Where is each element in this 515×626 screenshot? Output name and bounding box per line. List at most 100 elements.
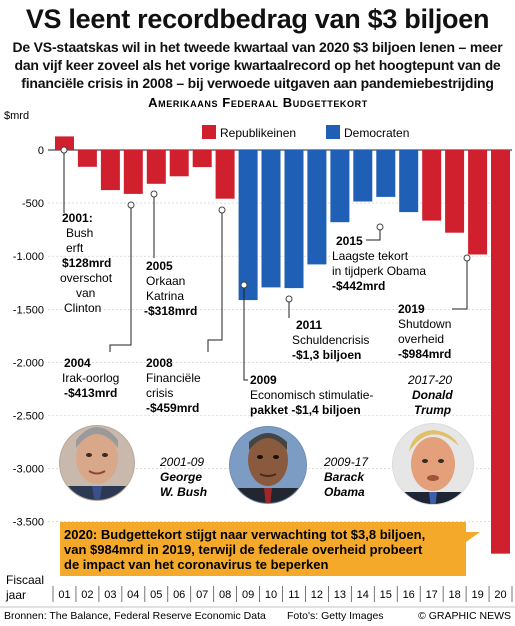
y-tick-label: -2.500 [13,411,44,423]
bar-14 [353,150,373,202]
bar-08 [215,150,235,199]
x-tick-label: 15 [380,589,392,601]
svg-text:Obama: Obama [324,485,365,499]
president-obama-label: 2009-17 Barack Obama [323,455,369,499]
svg-text:2011: 2011 [296,318,322,332]
footer-photos: Foto's: Getty Images [287,610,384,622]
bar-03 [100,150,120,191]
trump-portrait [392,423,474,505]
svg-text:de impact van het coronavirus: de impact van het coronavirus te beperke… [64,557,328,572]
annotation-2011: 2011 Schuldencrisis -$1,3 biljoen [292,318,369,362]
svg-text:2001-09: 2001-09 [159,455,204,469]
annotation-2005: 2005 Orkaan Katrina -$318mrd [144,259,197,318]
svg-text:Schuldencrisis: Schuldencrisis [292,333,369,347]
svg-text:2020: Budgettekort stijgt naar: 2020: Budgettekort stijgt naar verwachti… [64,527,425,542]
x-axis-label-line1: Fiscaal [6,573,44,587]
bar-10 [261,150,281,288]
x-tick-label: 09 [242,589,254,601]
annotation-2004: 2004 Irak-oorlog -$413mrd [62,356,119,400]
svg-text:Clinton: Clinton [64,301,101,315]
annotation-2001: 2001: Bush erft $128mrd overschot van Cl… [60,211,113,315]
x-tick-label: 11 [288,589,299,601]
x-tick-label: 04 [127,589,139,601]
y-tick-label: -2.000 [13,357,44,369]
president-bush-label: 2001-09 George W. Bush [159,455,207,499]
bar-06 [169,150,189,177]
leader-dot-2008 [218,206,226,214]
x-tick-label: 02 [81,589,93,601]
svg-text:Orkaan: Orkaan [146,274,185,288]
x-axis-ticks: 01 02 03 04 05 06 07 08 09 10 11 12 13 14 15 16 17 18 19 20 [52,586,513,602]
x-tick-label: 06 [173,589,185,601]
legend: Republikeinen Democraten [202,125,409,140]
bar-09 [238,150,258,301]
svg-text:2004: 2004 [64,356,91,370]
y-axis-ticks: 0 -500 -1.000 -1.500 -2.000 -2.500 -3.000 -3.50… [13,145,44,529]
bar-12 [307,150,327,265]
svg-text:2017-20: 2017-20 [407,373,452,387]
x-tick-label: 17 [426,589,438,601]
svg-text:2019: 2019 [398,302,425,316]
svg-text:$128mrd: $128mrd [62,256,111,270]
svg-text:pakket -$1,4 biljoen: pakket -$1,4 biljoen [250,403,361,417]
leader-dot-2015 [376,223,384,231]
annotation-2015: 2015 Laagste tekort in tijdperk Obama -$… [332,234,426,293]
x-tick-label: 16 [403,589,415,601]
annotation-leaders [60,146,471,381]
svg-text:2009: 2009 [250,373,277,387]
svg-text:2015: 2015 [336,234,363,248]
svg-text:overschot: overschot [60,271,113,285]
bar-20-front [491,150,510,554]
svg-text:Economisch stimulatie-: Economisch stimulatie- [250,388,373,402]
bar-01 [55,136,74,150]
bar-17 [422,150,442,221]
svg-text:erft: erft [66,241,84,255]
x-tick-label: 13 [334,589,346,601]
leader-line-2015 [366,230,381,241]
x-tick-label: 08 [219,589,231,601]
svg-text:2001:: 2001: [62,211,93,225]
y-tick-label: -3.000 [13,464,44,476]
x-axis-label-line2: jaar [5,588,26,602]
bar-19 [468,150,488,255]
page-subtitle: De VS-staatskas wil in het tweede kwarta… [12,39,503,91]
svg-text:-$318mrd: -$318mrd [144,304,197,318]
svg-text:-$1,3 biljoen: -$1,3 biljoen [292,348,361,362]
y-axis-unit-label: $mrd [4,110,29,122]
bar-18 [445,150,465,233]
legend-label-republicans: Republikeinen [220,126,296,140]
bush-portrait [59,425,135,501]
svg-text:2008: 2008 [146,356,173,370]
leader-line-2004 [109,208,132,352]
bar-16 [399,150,419,213]
x-tick-label: 07 [196,589,208,601]
footer-sources: Bronnen: The Balance, Federal Reserve Ec… [4,610,266,622]
svg-text:-$984mrd: -$984mrd [398,347,451,361]
svg-text:-$459mrd: -$459mrd [146,401,199,415]
bar-02 [77,150,97,167]
x-tick-label: 12 [311,589,323,601]
svg-text:Donald: Donald [412,388,453,402]
svg-text:Irak-oorlog: Irak-oorlog [62,371,119,385]
footer-credit: © GRAPHIC NEWS [418,610,511,622]
svg-text:-$413mrd: -$413mrd [64,386,117,400]
obama-portrait [229,426,307,504]
president-trump-label: 2017-20 Donald Trump [407,373,453,417]
callout-2020: 2020: Budgettekort stijgt naar verwachti… [60,522,480,576]
legend-label-democrats: Democraten [344,126,409,140]
x-tick-label: 14 [357,589,369,601]
svg-text:crisis: crisis [146,386,173,400]
x-tick-label: 01 [58,589,70,601]
x-tick-label: 10 [265,589,277,601]
svg-text:-$442mrd: -$442mrd [332,279,385,293]
svg-text:Financiële: Financiële [146,371,201,385]
leader-dot-2019 [463,254,471,262]
leader-line-2019 [452,261,468,310]
bar-07 [192,150,212,168]
bar-04 [123,150,143,194]
annotation-2019: 2019 Shutdown overheid -$984mrd [398,302,451,361]
svg-text:overheid: overheid [398,332,444,346]
svg-text:2005: 2005 [146,259,173,273]
y-tick-label: -3.500 [13,517,44,529]
x-tick-label: 19 [471,589,483,601]
